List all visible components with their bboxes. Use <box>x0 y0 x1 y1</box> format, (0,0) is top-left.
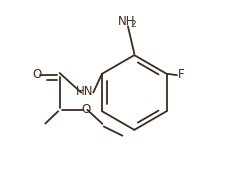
Text: HN: HN <box>75 85 93 98</box>
Text: O: O <box>32 68 42 81</box>
Text: 2: 2 <box>131 20 136 29</box>
Text: F: F <box>178 68 184 81</box>
Text: O: O <box>81 103 90 116</box>
Text: NH: NH <box>118 15 136 28</box>
